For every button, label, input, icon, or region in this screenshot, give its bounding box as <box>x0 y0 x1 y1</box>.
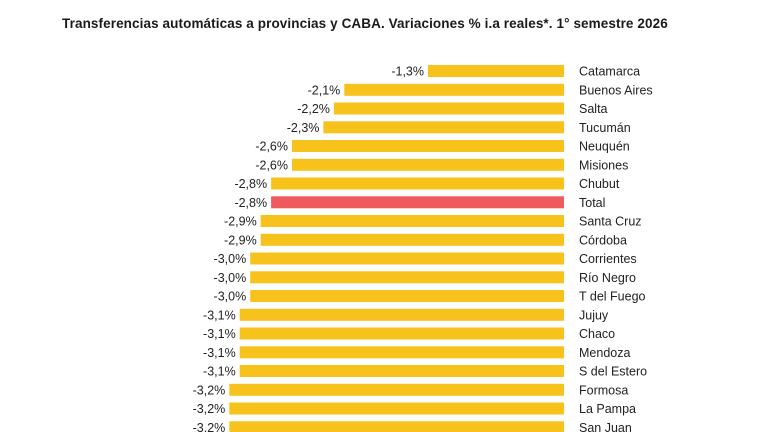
bar-jujuy <box>239 308 564 321</box>
value-label: -3,2% <box>193 383 226 397</box>
bar-formosa <box>229 383 565 396</box>
category-label: Chubut <box>579 177 620 191</box>
value-label: -3,0% <box>214 252 247 266</box>
category-label: Formosa <box>579 383 628 397</box>
category-label: Chaco <box>579 327 615 341</box>
bar-la-pampa <box>229 402 565 415</box>
bar-tucumán <box>323 121 564 134</box>
category-label: Mendoza <box>579 346 630 360</box>
value-label: -2,3% <box>287 121 320 135</box>
bar-total <box>271 196 564 209</box>
bar-s-del-estero <box>239 365 564 377</box>
category-label: Catamarca <box>579 65 640 79</box>
bar-chaco <box>239 327 564 340</box>
value-label: -3,1% <box>203 365 236 379</box>
bar-corrientes <box>250 252 564 265</box>
category-label: Total <box>579 196 605 210</box>
bar-salta <box>333 102 564 115</box>
category-label: Tucumán <box>579 121 631 135</box>
value-label: -2,2% <box>297 102 330 116</box>
value-label: -3,0% <box>214 290 247 304</box>
value-label: -3,1% <box>203 327 236 341</box>
value-label: -3,0% <box>214 271 247 285</box>
category-label: Corrientes <box>579 252 637 266</box>
value-label: -2,9% <box>224 233 257 247</box>
category-label: Córdoba <box>579 233 627 247</box>
chart-title: Transferencias automáticas a provincias … <box>62 16 668 31</box>
value-label: -2,8% <box>234 196 267 210</box>
category-label: San Juan <box>579 421 632 432</box>
category-label: Jujuy <box>579 308 609 322</box>
category-label: Santa Cruz <box>579 215 642 229</box>
value-label: -2,1% <box>308 83 341 97</box>
category-label: Buenos Aires <box>579 83 653 97</box>
value-label: -2,6% <box>255 140 288 154</box>
value-label: -1,3% <box>391 65 424 79</box>
bar-buenos-aires <box>344 83 564 96</box>
bar-misiones <box>292 158 564 171</box>
category-label: T del Fuego <box>579 290 646 304</box>
bar-t-del-fuego <box>250 290 564 302</box>
value-label: -2,9% <box>224 215 257 229</box>
bar-córdoba <box>260 233 564 246</box>
value-label: -3,1% <box>203 308 236 322</box>
bars-layer: -1,3% Catamarca -2,1% Buenos Aires -2,2% Salt… <box>193 65 653 432</box>
bar-catamarca <box>428 65 564 77</box>
category-label: Neuquén <box>579 140 630 154</box>
category-label: S del Estero <box>579 365 647 379</box>
value-label: -2,8% <box>234 177 267 191</box>
value-label: -2,6% <box>255 158 288 172</box>
bar-neuquén <box>292 140 564 152</box>
category-label: La Pampa <box>579 402 636 416</box>
bar-chubut <box>271 177 564 190</box>
value-label: -3,1% <box>203 346 236 360</box>
bar-san-juan <box>229 421 565 432</box>
bar-mendoza <box>239 346 564 359</box>
bar-río-negro <box>250 271 564 284</box>
bar-santa-cruz <box>260 215 564 227</box>
value-label: -3,2% <box>193 402 226 416</box>
value-label: -3,2% <box>193 421 226 432</box>
category-label: Río Negro <box>579 271 636 285</box>
category-label: Misiones <box>579 158 628 172</box>
category-label: Salta <box>579 102 608 116</box>
